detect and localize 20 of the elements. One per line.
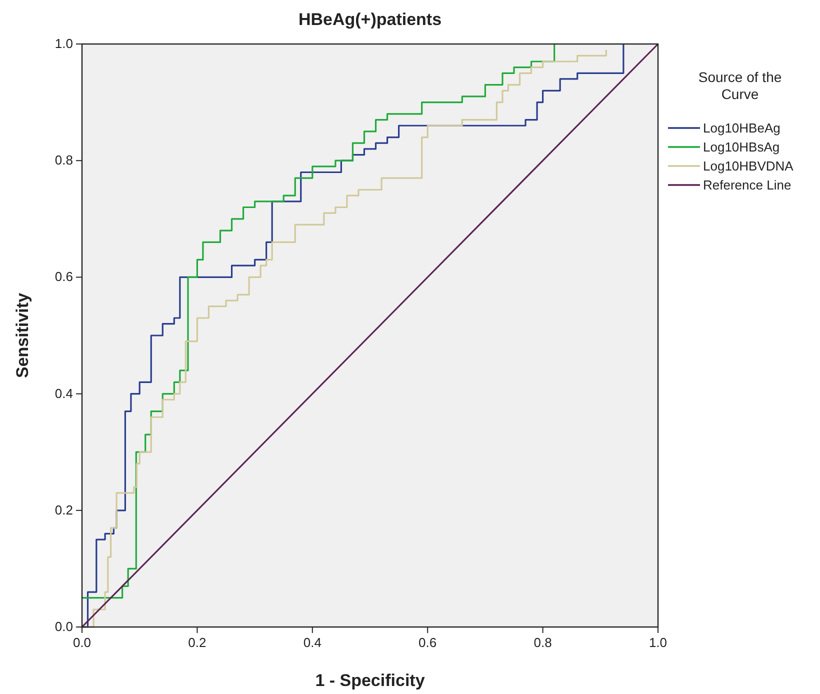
x-tick-label: 0.2 <box>188 635 206 650</box>
x-tick-label: 1.0 <box>648 635 668 650</box>
chart-title: HBeAg(+)patients <box>298 10 442 29</box>
y-tick-label: 1.0 <box>54 36 73 51</box>
x-tick-label: 0.6 <box>418 635 437 650</box>
y-tick-label: 0.0 <box>54 619 73 634</box>
x-tick-label: 0.0 <box>72 635 92 650</box>
x-tick-label: 0.8 <box>534 635 552 650</box>
legend-label: Log10HBeAg <box>703 120 780 136</box>
legend-label: Log10HBsAg <box>703 140 780 154</box>
legend-title: Source of the Curve <box>698 69 782 102</box>
y-tick-label: 0.4 <box>54 386 73 401</box>
x-axis-title: 1 - Specificity <box>315 671 426 690</box>
y-tick-label: 0.8 <box>54 152 73 168</box>
y-tick-label: 0.6 <box>54 269 73 284</box>
y-tick-label: 0.2 <box>54 502 73 518</box>
legend-label: Reference Line <box>703 178 792 192</box>
legend-label: Log10HBVDNA <box>703 158 794 174</box>
x-tick-label: 0.4 <box>303 635 322 650</box>
y-axis-title: Sensitivity <box>13 292 32 378</box>
